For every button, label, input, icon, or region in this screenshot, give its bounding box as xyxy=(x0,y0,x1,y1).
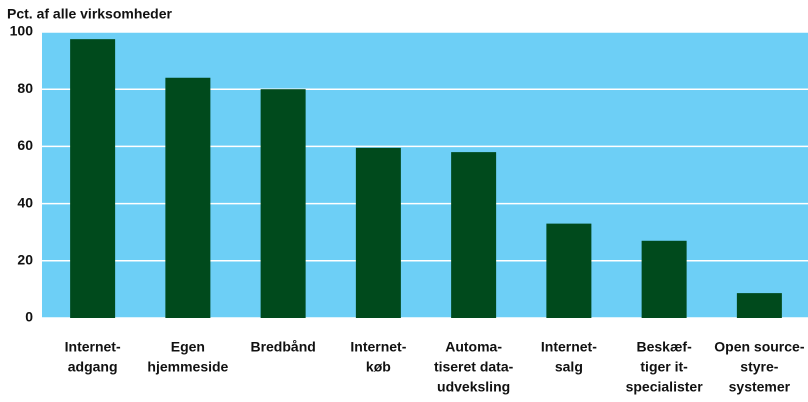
x-tick-label: tiseret data- xyxy=(434,359,514,375)
y-tick-label: 40 xyxy=(17,194,33,210)
x-tick-label: systemer xyxy=(729,379,791,395)
y-tick-label: 60 xyxy=(17,137,33,153)
y-tick-label: 100 xyxy=(10,23,34,39)
x-tick-label: tiger it- xyxy=(640,359,688,375)
bar xyxy=(451,152,497,318)
bar xyxy=(355,147,401,318)
x-tick-label: hjemmeside xyxy=(147,359,228,375)
x-tick-label: specialister xyxy=(626,379,704,395)
x-tick-label: Beskæf- xyxy=(637,339,693,355)
x-tick-label: Internet- xyxy=(541,339,597,355)
bar xyxy=(260,89,306,318)
x-tick-label: styre- xyxy=(740,359,778,375)
y-tick-label: 80 xyxy=(17,80,33,96)
x-tick-label: Open source- xyxy=(714,339,805,355)
y-tick-label: 20 xyxy=(17,252,33,268)
x-tick-label: køb xyxy=(366,359,391,375)
x-tick-label: adgang xyxy=(68,359,118,375)
x-tick-label: Automa- xyxy=(445,339,502,355)
x-tick-label: Bredbånd xyxy=(250,339,315,355)
y-axis-label: Pct. af alle virksomheder xyxy=(7,6,173,22)
y-tick-label: 0 xyxy=(25,309,33,325)
plot-background xyxy=(42,32,808,318)
x-tick-label: Internet- xyxy=(350,339,406,355)
x-tick-label: Internet- xyxy=(65,339,121,355)
bar xyxy=(70,39,116,319)
x-tick-label: salg xyxy=(555,359,583,375)
bar xyxy=(546,223,592,318)
bar xyxy=(736,293,782,318)
bar xyxy=(165,77,211,318)
x-tick-label: udveksling xyxy=(437,379,510,395)
bar xyxy=(641,240,687,318)
x-tick-label: Egen xyxy=(171,339,205,355)
